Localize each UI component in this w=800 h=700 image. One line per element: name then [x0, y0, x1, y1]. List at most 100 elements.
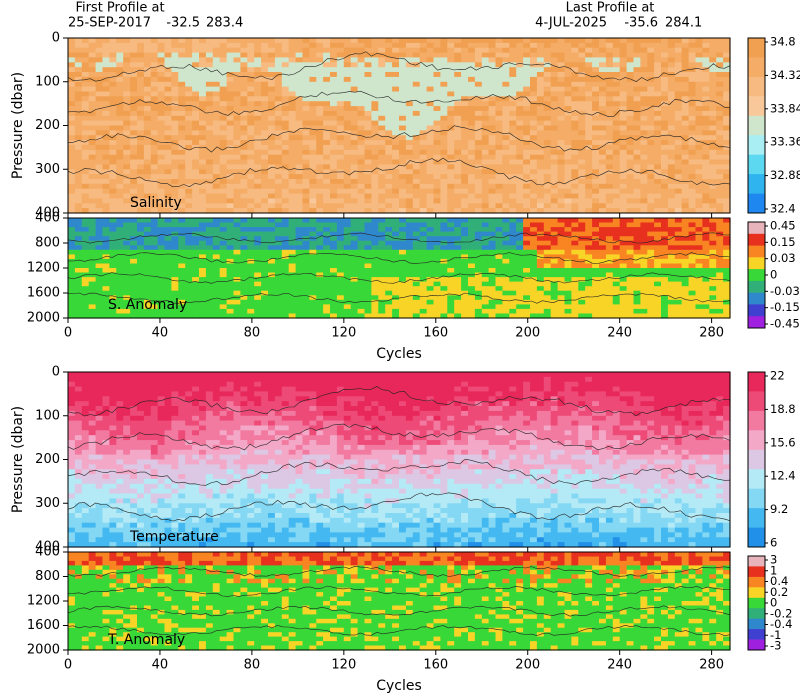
heatmap-cell	[88, 308, 97, 314]
heatmap-cell	[412, 188, 421, 195]
heatmap-cell	[509, 67, 517, 73]
heatmap-cell	[530, 120, 538, 127]
heatmap-cell	[488, 96, 497, 102]
heatmap-cell	[109, 304, 117, 310]
heatmap-cell	[419, 149, 428, 156]
heatmap-cell	[343, 313, 352, 319]
heatmap-cell	[419, 290, 428, 296]
heatmap-cell	[295, 299, 304, 305]
heatmap-cell	[488, 249, 497, 255]
heatmap-cell	[81, 47, 90, 54]
heatmap-cell	[516, 272, 524, 278]
heatmap-cell	[357, 227, 366, 233]
heatmap-cell	[592, 101, 600, 107]
heatmap-cell	[640, 115, 648, 122]
heatmap-cell	[502, 179, 510, 185]
heatmap-cell	[454, 286, 462, 292]
heatmap-cell	[102, 208, 110, 214]
heatmap-cell	[516, 240, 524, 246]
heatmap-cell	[219, 308, 228, 314]
heatmap-cell	[681, 106, 690, 112]
heatmap-cell	[640, 135, 648, 141]
heatmap-cell	[454, 62, 462, 68]
heatmap-cell	[571, 154, 579, 161]
heatmap-cell	[150, 135, 159, 141]
heatmap-cell	[647, 198, 655, 204]
heatmap-cell	[447, 159, 455, 165]
heatmap-cell	[192, 258, 200, 264]
heatmap-cell	[419, 183, 428, 190]
heatmap-cell	[605, 174, 614, 180]
heatmap-cell	[164, 208, 172, 214]
heatmap-cell	[495, 140, 503, 146]
heatmap-cell	[330, 174, 338, 180]
heatmap-cell	[605, 144, 614, 151]
heatmap-cell	[509, 164, 517, 170]
heatmap-cell	[309, 245, 317, 251]
heatmap-cell	[336, 193, 345, 200]
heatmap-cell	[74, 62, 83, 68]
heatmap-cell	[723, 81, 731, 88]
heatmap-cell	[509, 245, 517, 251]
heatmap-cell	[661, 72, 669, 78]
heatmap-cell	[137, 203, 145, 209]
heatmap-cell	[240, 174, 248, 180]
heatmap-cell	[143, 240, 152, 246]
contour-line	[67, 51, 731, 82]
heatmap-cell	[695, 52, 703, 59]
heatmap-cell	[378, 154, 386, 161]
heatmap-cell	[316, 263, 324, 269]
heatmap-cell	[261, 263, 269, 269]
heatmap-cell	[157, 179, 166, 185]
heatmap-cell	[88, 164, 97, 170]
heatmap-cell	[336, 236, 345, 242]
heatmap-cell	[212, 268, 221, 274]
heatmap-cell	[171, 144, 179, 151]
heatmap-cell	[157, 91, 166, 97]
heatmap-cell	[516, 140, 524, 146]
heatmap-cell	[447, 203, 455, 209]
heatmap-cell	[723, 154, 731, 161]
heatmap-cell	[336, 106, 345, 112]
heatmap-cell	[399, 125, 407, 131]
heatmap-cell	[102, 96, 110, 102]
heatmap-cell	[95, 304, 104, 310]
heatmap-cell	[74, 249, 83, 255]
heatmap-cell	[716, 130, 724, 136]
heatmap-cell	[150, 277, 159, 283]
heatmap-cell	[502, 144, 510, 151]
heatmap-cell	[254, 149, 262, 156]
heatmap-cell	[95, 236, 104, 242]
heatmap-cell	[481, 198, 490, 204]
heatmap-cell	[350, 290, 359, 296]
heatmap-cell	[130, 154, 138, 161]
heatmap-cell	[364, 308, 372, 314]
heatmap-cell	[102, 254, 110, 260]
heatmap-cell	[254, 76, 262, 83]
heatmap-cell	[150, 254, 159, 260]
heatmap-cell	[123, 290, 131, 296]
first-profile-lat: -32.5	[166, 16, 200, 31]
heatmap-cell	[488, 286, 497, 292]
heatmap-cell	[309, 130, 317, 136]
heatmap-cell	[481, 188, 490, 195]
heatmap-cell	[185, 52, 193, 59]
heatmap-cell	[171, 179, 179, 185]
heatmap-cell	[723, 106, 731, 112]
heatmap-cell	[137, 135, 145, 141]
heatmap-cell	[550, 125, 559, 131]
heatmap-cell	[454, 140, 462, 146]
heatmap-cell	[640, 81, 648, 88]
heatmap-cell	[116, 91, 124, 97]
heatmap-cell	[681, 38, 690, 44]
heatmap-cell	[192, 245, 200, 251]
heatmap-cell	[281, 208, 290, 214]
heatmap-cell	[323, 308, 331, 314]
heatmap-cell	[626, 208, 635, 214]
heatmap-cell	[474, 240, 483, 246]
heatmap-cell	[674, 115, 683, 122]
heatmap-cell	[474, 67, 483, 73]
heatmap-cell	[330, 222, 338, 228]
heatmap-cell	[316, 91, 324, 97]
heatmap-cell	[164, 38, 172, 44]
